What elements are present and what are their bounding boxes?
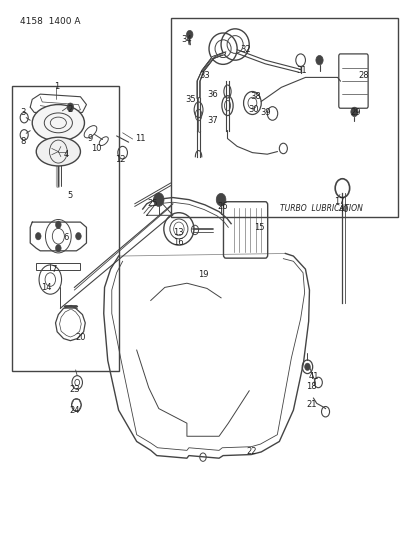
Text: 29: 29 [350, 108, 360, 117]
Text: 2: 2 [67, 106, 73, 114]
Text: 34: 34 [181, 35, 192, 44]
Text: 17: 17 [333, 197, 344, 206]
Text: 23: 23 [69, 385, 79, 394]
Circle shape [35, 232, 41, 240]
Text: 24: 24 [69, 406, 79, 415]
Text: 5: 5 [67, 191, 73, 200]
Text: 10: 10 [91, 144, 101, 154]
Circle shape [153, 193, 164, 206]
Circle shape [216, 193, 225, 206]
Text: 25: 25 [147, 199, 157, 208]
Circle shape [55, 221, 61, 228]
Text: 11: 11 [135, 134, 146, 143]
Text: 36: 36 [207, 90, 218, 99]
Text: 39: 39 [259, 108, 270, 117]
Text: 19: 19 [197, 270, 208, 279]
Text: 22: 22 [245, 447, 256, 456]
Text: 15: 15 [253, 223, 264, 232]
Text: 1: 1 [54, 82, 59, 91]
Text: 40: 40 [337, 205, 348, 214]
Text: 13: 13 [173, 228, 184, 237]
Text: 35: 35 [185, 95, 196, 104]
Text: 16: 16 [173, 238, 184, 247]
Text: 12: 12 [115, 155, 126, 164]
Text: 41: 41 [308, 372, 318, 381]
Text: 30: 30 [247, 106, 258, 114]
Text: 9: 9 [88, 134, 93, 143]
Text: 20: 20 [75, 333, 85, 342]
Text: 3: 3 [20, 108, 26, 117]
Text: 7: 7 [52, 264, 57, 273]
Text: 18: 18 [306, 382, 316, 391]
Text: 28: 28 [357, 71, 368, 80]
Bar [36, 263, 80, 270]
Text: TURBO  LUBRICATION: TURBO LUBRICATION [279, 204, 362, 213]
Text: 8: 8 [20, 136, 26, 146]
Bar [12, 86, 118, 371]
Bar [171, 19, 397, 217]
Text: 4158  1400 A: 4158 1400 A [20, 17, 81, 26]
Text: 6: 6 [63, 233, 69, 243]
Circle shape [55, 245, 61, 252]
Text: 21: 21 [306, 400, 316, 409]
Circle shape [75, 232, 81, 240]
Text: 31: 31 [295, 66, 306, 75]
Text: 32: 32 [239, 45, 250, 54]
Circle shape [315, 55, 322, 65]
Circle shape [67, 103, 74, 111]
Ellipse shape [36, 137, 80, 166]
Circle shape [186, 30, 193, 39]
Text: 4: 4 [63, 150, 69, 159]
Ellipse shape [32, 104, 84, 141]
Text: 14: 14 [41, 283, 52, 292]
Text: 33: 33 [199, 71, 210, 80]
Circle shape [304, 363, 310, 370]
Circle shape [350, 107, 357, 117]
Text: 26: 26 [217, 202, 228, 211]
Text: 37: 37 [207, 116, 218, 125]
Text: 38: 38 [249, 92, 260, 101]
